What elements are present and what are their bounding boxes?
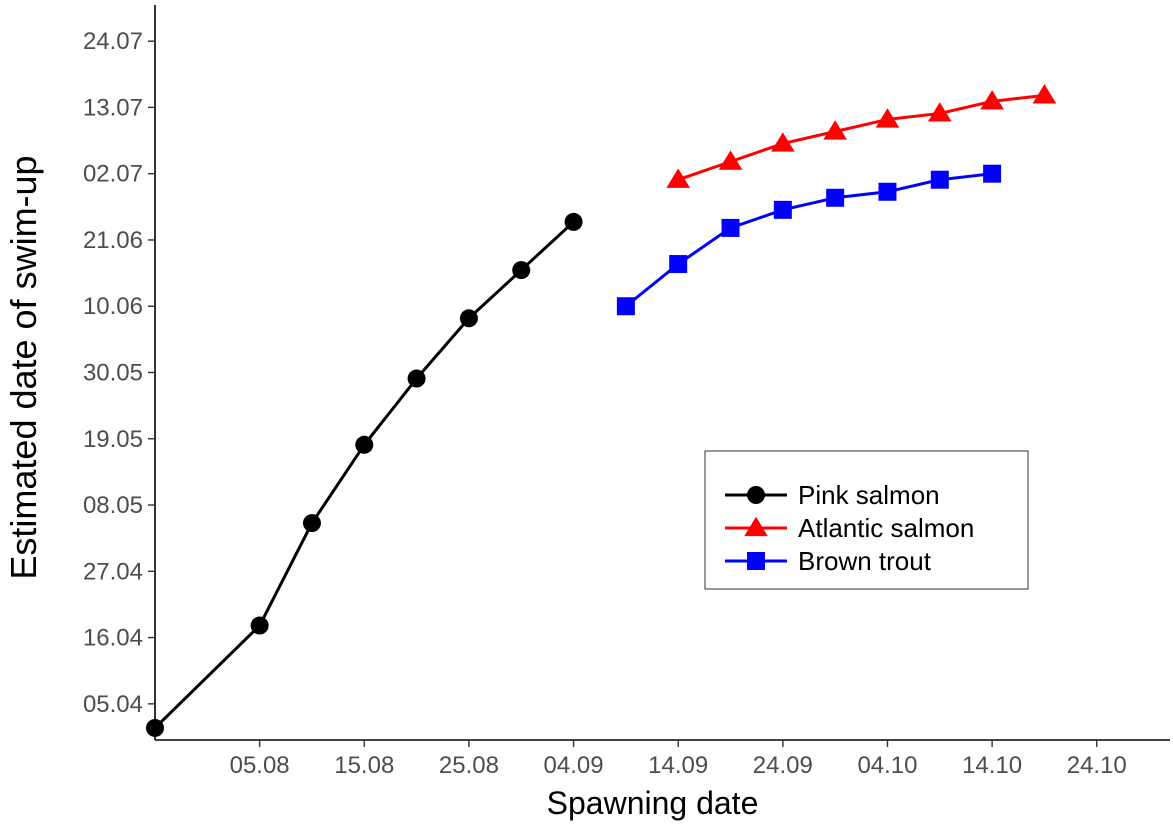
y-tick-label: 02.07	[83, 161, 143, 188]
y-tick-label: 21.06	[83, 227, 143, 254]
series-layer	[146, 84, 1057, 737]
brown-trout-point	[616, 297, 635, 316]
y-tick-label: 13.07	[83, 94, 143, 121]
atlantic-salmon-point	[875, 108, 900, 128]
axes: 05.08 15.08 25.08 04.09 14.09 24.09 04.10 14.10…	[83, 5, 1170, 779]
brown-trout-point	[826, 188, 845, 207]
legend-label: Pink salmon	[798, 480, 940, 510]
legend-item-atlantic-salmon: Atlantic salmon	[725, 513, 974, 543]
series-pink-salmon	[146, 212, 583, 737]
legend-item-pink-salmon: Pink salmon	[725, 480, 940, 510]
x-axis-title: Spawning date	[547, 785, 759, 821]
atlantic-salmon-point	[718, 150, 743, 170]
x-tick-label: 24.09	[753, 752, 813, 779]
pink-salmon-point	[302, 514, 321, 533]
y-tick-label: 19.05	[83, 426, 143, 453]
brown-trout-point	[669, 255, 688, 274]
pink-salmon-point	[459, 309, 478, 328]
brown-trout-point	[721, 218, 740, 237]
pink-salmon-point	[355, 435, 374, 454]
pink-salmon-point	[512, 261, 531, 280]
x-tick-label: 04.09	[544, 752, 604, 779]
pink-salmon-point	[250, 616, 269, 635]
y-axis-title: Estimated date of swim-up	[3, 155, 44, 579]
y-tick-label: 10.06	[83, 293, 143, 320]
x-tick-label: 15.08	[334, 752, 394, 779]
brown-trout-point	[983, 164, 1002, 183]
atlantic-salmon-point	[980, 90, 1004, 110]
brown-trout-point	[930, 170, 949, 189]
y-tick-label: 08.05	[83, 492, 143, 519]
brown-trout-point	[773, 200, 792, 219]
pink-salmon-point	[407, 369, 426, 388]
legend-key-marker	[744, 516, 768, 537]
x-tick-label: 24.10	[1067, 752, 1127, 779]
series-atlantic-salmon	[666, 84, 1057, 188]
y-tick-label: 05.04	[83, 691, 143, 718]
brown-trout-point	[878, 182, 897, 201]
atlantic-salmon-line	[677, 93, 1045, 182]
x-tick-label: 25.08	[439, 752, 499, 779]
x-tick-label: 14.09	[648, 752, 708, 779]
legend-label: Atlantic salmon	[798, 513, 974, 543]
x-tick-label: 05.08	[230, 752, 290, 779]
y-tick-label: 24.07	[83, 28, 143, 55]
pink-salmon-point	[564, 212, 583, 231]
legend-key-marker	[747, 552, 765, 570]
atlantic-salmon-point	[1032, 84, 1057, 104]
x-tick-label: 14.10	[962, 752, 1022, 779]
brown-trout-line	[624, 172, 993, 308]
pink-salmon-line	[153, 220, 575, 730]
legend-key-marker	[747, 486, 765, 504]
legend-label: Brown trout	[798, 546, 932, 576]
atlantic-salmon-point	[771, 132, 795, 152]
atlantic-salmon-point	[666, 168, 691, 188]
atlantic-salmon-point	[823, 120, 847, 140]
y-tick-label: 16.04	[83, 625, 143, 652]
pink-salmon-point	[146, 718, 164, 737]
y-tick-label: 30.05	[83, 360, 143, 387]
x-tick-label: 04.10	[857, 752, 917, 779]
y-tick-label: 27.04	[83, 558, 143, 585]
legend-item-brown-trout: Brown trout	[725, 546, 932, 576]
series-brown-trout	[616, 164, 1002, 316]
atlantic-salmon-point	[927, 102, 952, 122]
